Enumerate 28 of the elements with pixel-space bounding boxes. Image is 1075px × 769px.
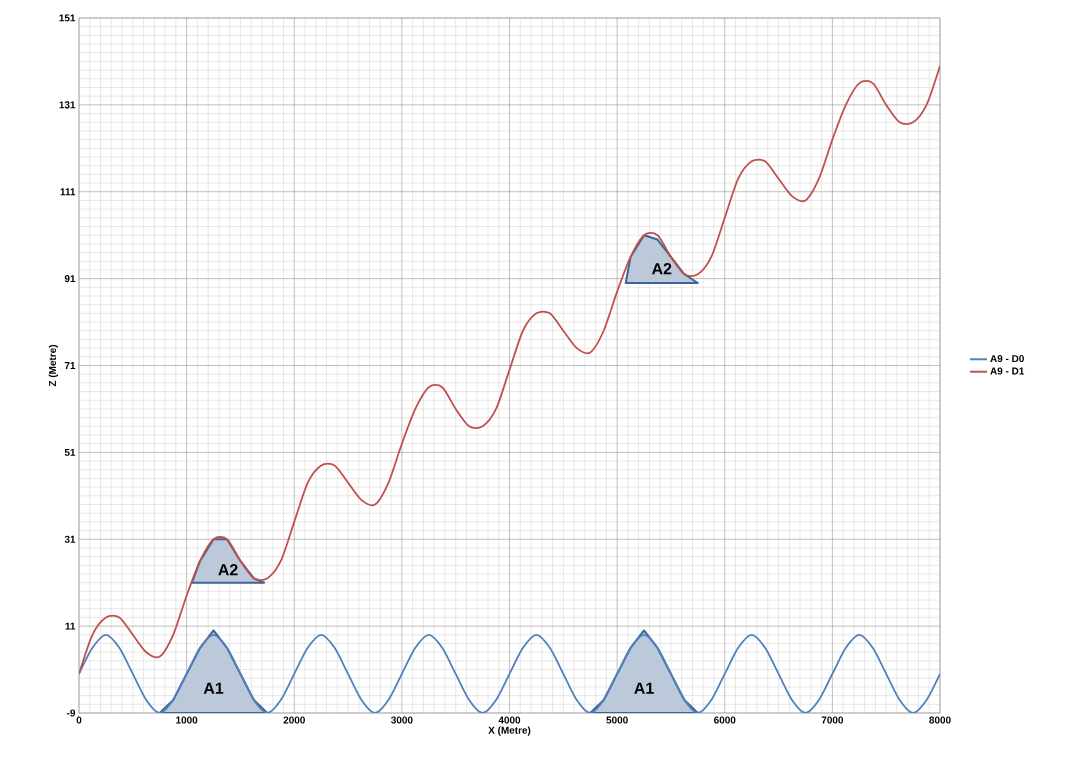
x-tick-label: 6000 [714, 716, 736, 724]
y-axis-title: Z (Metre) [48, 344, 58, 387]
x-tick-label: 0 [76, 716, 82, 724]
line-series [79, 633, 940, 713]
x-tick-label: 7000 [821, 716, 844, 724]
y-tick-label: 71 [64, 362, 76, 369]
y-tick-label: 31 [64, 535, 76, 543]
annotation: A1 [203, 682, 224, 694]
y-tick-label: 151 [59, 14, 76, 22]
y-tick-label: 131 [59, 101, 76, 109]
legend-label: A9 - D0 [990, 355, 1024, 363]
annotation: A2 [651, 263, 672, 275]
y-tick-label: 91 [64, 275, 76, 283]
annotation: A2 [218, 564, 238, 576]
y-tick-label: 51 [64, 448, 76, 456]
line-series [79, 64, 940, 675]
y-tick-label: 111 [60, 188, 76, 196]
x-tick-label: 1000 [176, 716, 198, 724]
x-tick-label: 4000 [498, 716, 521, 724]
legend-label: A9 - D1 [990, 367, 1025, 375]
x-axis-title: X (Metre) [488, 726, 531, 736]
y-tick-label: 11 [65, 622, 76, 630]
x-tick-label: 2000 [283, 716, 305, 724]
y-tick-label: -9 [67, 709, 76, 717]
x-tick-label: 5000 [606, 716, 628, 724]
annotation: A1 [634, 682, 654, 694]
x-tick-label: 8000 [929, 716, 951, 724]
x-tick-label: 3000 [391, 716, 413, 724]
